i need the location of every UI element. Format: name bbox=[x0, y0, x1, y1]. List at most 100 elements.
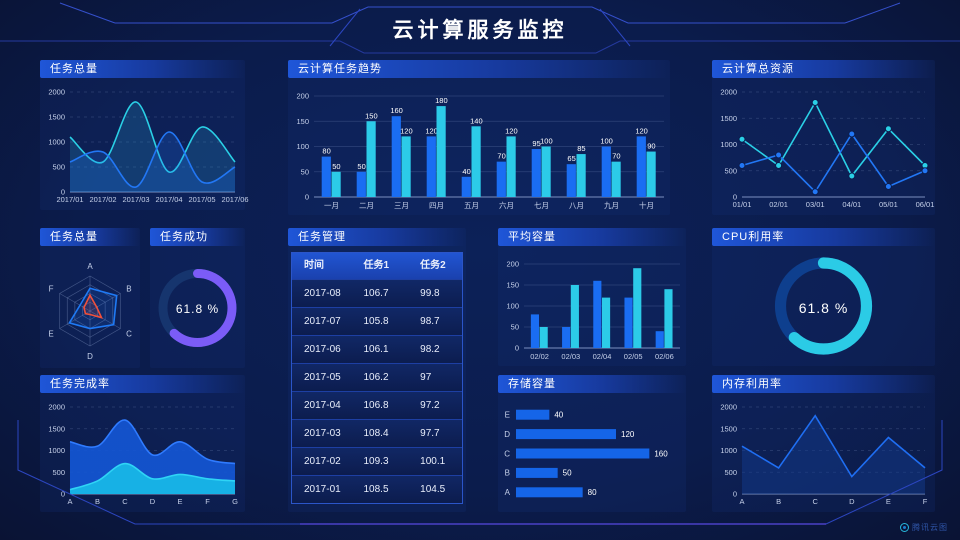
table-row: 2017-03 108.4 97.7 bbox=[292, 419, 462, 447]
svg-text:D: D bbox=[504, 430, 510, 439]
svg-text:02/04: 02/04 bbox=[593, 352, 612, 361]
panel-header: 任务总量 bbox=[40, 228, 140, 246]
cpu-donut bbox=[774, 257, 873, 355]
task-success-value: 61.8 % bbox=[175, 302, 220, 316]
panel-cpu: CPU利用率 61.8 % bbox=[712, 228, 935, 366]
watermark-logo-icon bbox=[900, 523, 909, 532]
table-cell: 98.7 bbox=[420, 316, 440, 327]
table-row: 2017-04 106.8 97.2 bbox=[292, 391, 462, 419]
svg-text:120: 120 bbox=[621, 430, 635, 439]
svg-text:A: A bbox=[505, 488, 511, 497]
svg-text:03/01: 03/01 bbox=[806, 200, 825, 209]
svg-text:八月: 八月 bbox=[569, 201, 584, 210]
svg-text:2017/01: 2017/01 bbox=[56, 195, 83, 204]
svg-text:95: 95 bbox=[532, 139, 540, 148]
svg-text:02/06: 02/06 bbox=[655, 352, 674, 361]
svg-text:九月: 九月 bbox=[604, 201, 619, 210]
svg-text:0: 0 bbox=[305, 193, 309, 202]
svg-text:二月: 二月 bbox=[359, 201, 374, 210]
svg-text:02/02: 02/02 bbox=[530, 352, 549, 361]
svg-text:90: 90 bbox=[647, 142, 655, 151]
table-cell: 97 bbox=[420, 372, 432, 383]
svg-text:85: 85 bbox=[577, 144, 585, 153]
table-cell: 106.7 bbox=[363, 288, 389, 299]
svg-text:1500: 1500 bbox=[720, 114, 737, 123]
table-cell: 97.2 bbox=[420, 400, 440, 411]
svg-text:01/01: 01/01 bbox=[733, 200, 752, 209]
avg-capacity-chart: 0 50 100 150 200 02/02 02/03 02/04 02/05 02/06 bbox=[506, 260, 680, 361]
table-cell: 2017-03 bbox=[304, 428, 341, 439]
panel-header: 存储容量 bbox=[498, 375, 686, 393]
cpu-value: 61.8 % bbox=[798, 300, 849, 316]
svg-text:三月: 三月 bbox=[394, 201, 409, 210]
svg-text:05/01: 05/01 bbox=[879, 200, 898, 209]
svg-text:2017/03: 2017/03 bbox=[122, 195, 149, 204]
svg-text:40: 40 bbox=[554, 411, 563, 420]
svg-text:A: A bbox=[67, 497, 72, 506]
svg-text:五月: 五月 bbox=[464, 201, 479, 210]
svg-text:150: 150 bbox=[506, 281, 519, 290]
svg-text:80: 80 bbox=[588, 488, 597, 497]
table-cell: 100.1 bbox=[420, 456, 446, 467]
svg-text:70: 70 bbox=[612, 152, 620, 161]
table-row: 2017-07 105.8 98.7 bbox=[292, 307, 462, 335]
svg-text:500: 500 bbox=[52, 468, 65, 477]
panel-header: 任务管理 bbox=[288, 228, 466, 246]
svg-text:140: 140 bbox=[470, 116, 483, 125]
panel-storage: 存储容量 E 40 D 120 C 160 B 50 A 80 bbox=[498, 375, 686, 512]
table-cell: 105.8 bbox=[363, 316, 389, 327]
svg-text:C: C bbox=[126, 329, 132, 338]
task-table: 时间 任务1 任务2 2017-08 106.7 99.8 2017-07 10… bbox=[291, 252, 463, 504]
table-cell: 2017-08 bbox=[304, 288, 341, 299]
panel-avg-capacity: 平均容量 0 50 100 150 200 02/02 02/03 02/04 02/05 02/… bbox=[498, 228, 686, 366]
svg-text:D: D bbox=[87, 352, 93, 361]
panel-task-total: 任务总量 0 500 1000 1500 2000 2017/01 2017/02 2017/… bbox=[40, 60, 249, 210]
svg-text:120: 120 bbox=[635, 126, 648, 135]
svg-text:200: 200 bbox=[506, 260, 519, 269]
svg-text:160: 160 bbox=[390, 106, 403, 115]
svg-text:1000: 1000 bbox=[720, 446, 737, 455]
panel-task-radar: 任务总量 A B C D E F bbox=[40, 228, 140, 368]
svg-text:E: E bbox=[177, 497, 182, 506]
table-cell: 2017-05 bbox=[304, 372, 341, 383]
table-header-row: 时间 任务1 任务2 bbox=[292, 253, 462, 279]
total-resources-chart: 0 500 1000 1500 2000 01/01 02/01 03/01 04/01 05/0… bbox=[720, 88, 934, 210]
svg-text:1500: 1500 bbox=[48, 424, 65, 433]
panel-title: 任务管理 bbox=[298, 231, 346, 243]
svg-text:150: 150 bbox=[296, 117, 309, 126]
svg-text:1500: 1500 bbox=[48, 113, 65, 122]
table-row: 2017-02 109.3 100.1 bbox=[292, 447, 462, 475]
table-cell: 97.7 bbox=[420, 428, 440, 439]
svg-text:A: A bbox=[739, 497, 744, 506]
panel-header: 平均容量 bbox=[498, 228, 686, 246]
svg-text:40: 40 bbox=[462, 167, 470, 176]
table-row: 2017-05 106.2 97 bbox=[292, 363, 462, 391]
table-cell: 2017-01 bbox=[304, 484, 341, 495]
panel-title: 云计算任务趋势 bbox=[298, 63, 382, 75]
panel-title: 内存利用率 bbox=[722, 378, 782, 390]
svg-text:1000: 1000 bbox=[720, 140, 737, 149]
table-cell: 2017-04 bbox=[304, 400, 341, 411]
storage-chart: E 40 D 120 C 160 B 50 A 80 bbox=[504, 409, 668, 498]
svg-text:G: G bbox=[232, 497, 238, 506]
svg-text:65: 65 bbox=[567, 154, 575, 163]
panel-task-success: 任务成功 61.8 % bbox=[150, 228, 245, 368]
svg-text:E: E bbox=[505, 411, 510, 420]
completion-chart: 0 500 1000 1500 2000 A B C D E F G bbox=[48, 403, 238, 507]
svg-text:100: 100 bbox=[540, 137, 553, 146]
svg-text:C: C bbox=[504, 449, 510, 458]
table-cell: 106.1 bbox=[363, 344, 389, 355]
svg-text:C: C bbox=[122, 497, 128, 506]
table-cell: 2017-07 bbox=[304, 316, 341, 327]
svg-text:A: A bbox=[87, 262, 93, 271]
table-row: 2017-08 106.7 99.8 bbox=[292, 279, 462, 307]
panel-header: 云计算任务趋势 bbox=[288, 60, 670, 78]
svg-text:50: 50 bbox=[301, 167, 309, 176]
panel-header: 任务成功 bbox=[150, 228, 245, 246]
page-title: 云计算服务监控 bbox=[392, 19, 568, 42]
panel-completion: 任务完成率 0 500 1000 1500 2000 A B C D E F G bbox=[40, 375, 245, 512]
svg-text:十月: 十月 bbox=[639, 200, 654, 210]
watermark-text: 腾讯云图 bbox=[912, 523, 948, 532]
svg-text:B: B bbox=[776, 497, 781, 506]
svg-text:B: B bbox=[95, 497, 100, 506]
